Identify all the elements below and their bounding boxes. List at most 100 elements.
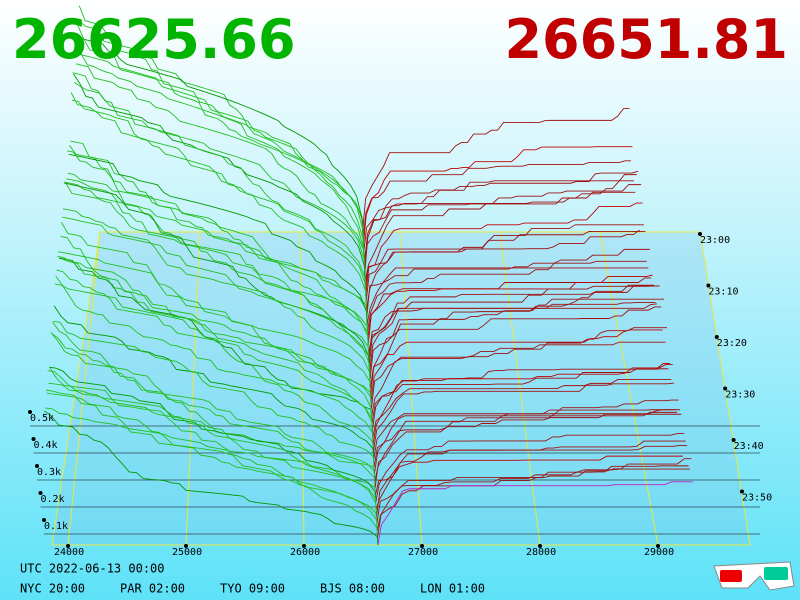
bid-depth-line — [76, 53, 365, 261]
bid-depth-line — [58, 251, 373, 425]
price-tick — [184, 544, 188, 548]
clock-label: NYC 20:00 — [20, 582, 85, 596]
bid-depth-line — [63, 182, 370, 375]
clock-label: PAR 02:00 — [120, 582, 185, 596]
price-grid-line — [67, 231, 101, 546]
clock-label: TYO 09:00 — [220, 582, 285, 596]
bid-depth-line — [53, 305, 375, 460]
price-tick — [656, 544, 660, 548]
depth-tick — [31, 437, 36, 441]
ask-depth-line — [377, 481, 693, 546]
price-tick-label: 27000 — [408, 547, 438, 558]
clock-label: LON 01:00 — [420, 582, 485, 596]
time-tick — [731, 438, 736, 442]
bid-depth-line — [46, 392, 378, 524]
ask-depth-line — [367, 274, 653, 346]
ask-depth-line — [363, 180, 634, 254]
ask-depth-line — [369, 306, 662, 389]
ask-depth-line — [367, 277, 652, 339]
ask-depth-line — [370, 329, 663, 396]
time-tick-label: 23:40 — [734, 441, 764, 452]
ask-depth-line — [369, 285, 660, 382]
ask-depth-line — [364, 170, 639, 275]
time-tick-label: 23:30 — [725, 390, 755, 401]
ask-depth-line — [368, 284, 655, 354]
bid-depth-line — [67, 172, 369, 339]
depth-tick-label: 0.4k — [34, 440, 58, 451]
time-tick-label: 23:10 — [708, 287, 738, 298]
bid-price: 26625.66 — [12, 8, 296, 71]
bid-depth-line — [61, 222, 371, 396]
bid-depth-line — [68, 153, 368, 332]
ask-depth-line — [365, 230, 646, 311]
time-tick-label: 23:20 — [717, 338, 747, 349]
price-tick-label: 24000 — [54, 547, 84, 558]
time-tick-label: 23:50 — [742, 493, 772, 504]
ask-depth-line — [362, 160, 632, 240]
depth-tick-label: 0.2k — [41, 494, 65, 505]
depth-tick — [35, 464, 39, 468]
ask-depth-line — [370, 341, 666, 410]
price-tick-label: 25000 — [172, 547, 202, 558]
ask-depth-line — [368, 303, 657, 368]
bid-depth-line — [55, 275, 374, 446]
price-grid-line — [185, 231, 201, 546]
bid-depth-line — [56, 269, 374, 439]
ask-depth-line — [374, 413, 682, 489]
bid-depth-line — [50, 332, 376, 489]
time-tick — [714, 335, 719, 339]
bid-depth-line — [70, 92, 367, 311]
depth-tick-label: 0.1k — [44, 521, 68, 532]
ask-depth-line — [363, 174, 637, 268]
price-tick — [302, 544, 306, 548]
bid-depth-line — [79, 21, 364, 233]
depth-tick — [28, 410, 32, 414]
bid-depth-line — [78, 37, 364, 247]
price-grid-line — [599, 231, 659, 546]
time-tick — [698, 232, 702, 236]
time-tick-label: 23:00 — [700, 235, 730, 246]
floor-plane — [51, 231, 751, 546]
bid-depth-line — [75, 52, 366, 275]
ask-depth-line — [371, 327, 667, 418]
ask-depth-line — [365, 202, 643, 297]
bid-depth-line — [64, 181, 370, 368]
time-tick — [723, 386, 728, 391]
depth-curves — [44, 5, 693, 546]
bid-depth-line — [60, 236, 372, 403]
bid-depth-line — [78, 5, 364, 240]
price-tick-label: 26000 — [290, 547, 320, 558]
bid-depth-line — [77, 24, 365, 254]
ask-depth-line — [366, 260, 647, 318]
price-tick-label: 28000 — [526, 547, 556, 558]
time-tick — [706, 283, 711, 288]
ask-depth-line — [364, 184, 642, 289]
depth-tick — [38, 491, 43, 495]
bid-depth-line — [58, 257, 373, 417]
bid-depth-line — [49, 366, 377, 503]
bid-depth-line — [72, 72, 367, 297]
bid-depth-line — [75, 63, 365, 268]
price-tick — [538, 544, 542, 548]
ask-depth-line — [366, 267, 649, 325]
bid-depth-line — [45, 389, 378, 531]
bid-depth-line — [53, 320, 375, 467]
bid-depth-line — [66, 150, 369, 346]
labels: 24000 25000 26000 27000 28000 29000 0.5k 0.4k 0.… — [20, 232, 772, 596]
price-tick-label: 29000 — [644, 547, 674, 558]
ask-depth-line — [374, 455, 683, 496]
bid-depth-line — [45, 407, 378, 538]
depth-tick — [42, 518, 46, 522]
bid-depth-line — [47, 370, 377, 517]
clock-label: BJS 08:00 — [320, 582, 385, 596]
bid-depth-line — [62, 216, 371, 389]
bid-depth-line — [48, 382, 377, 510]
ask-depth-line — [373, 411, 678, 467]
price-tick — [66, 544, 70, 548]
price-tick — [420, 544, 424, 548]
ask-depth-line — [363, 191, 636, 261]
ask-depth-line — [371, 363, 670, 432]
ask-depth-line — [375, 433, 685, 503]
ask-depth-line — [372, 363, 673, 446]
